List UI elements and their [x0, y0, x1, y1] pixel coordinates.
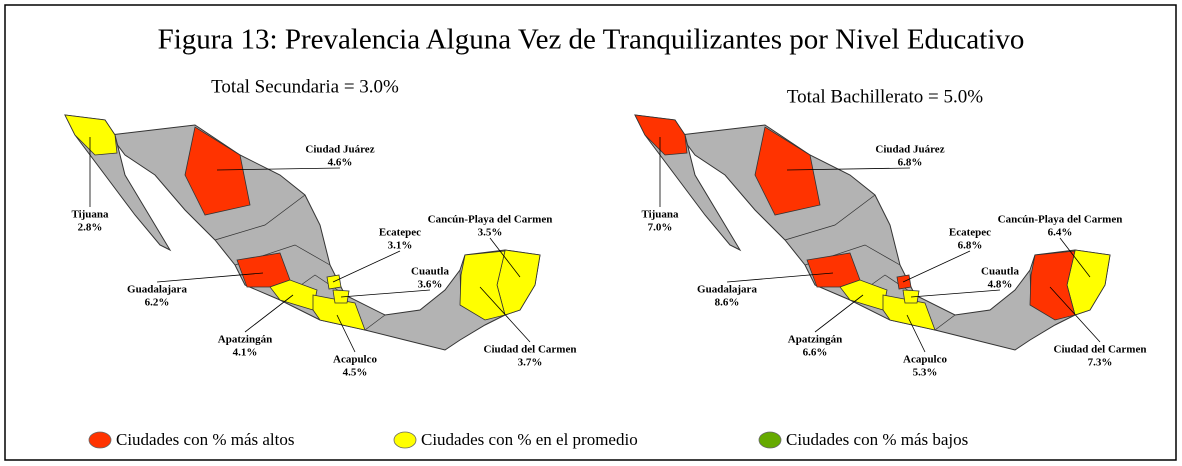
arrow	[489, 237, 521, 278]
city-region	[332, 289, 350, 304]
city-name: Ecatepec	[949, 227, 991, 239]
city-name: Ciudad Juárez	[875, 144, 944, 156]
city-value: 3.1%	[388, 240, 413, 252]
arrow	[902, 250, 971, 283]
legend-swatch	[88, 431, 112, 449]
city-name: Cancún-Playa del Carmen	[428, 214, 553, 226]
city-name: Ciudad Juárez	[305, 144, 374, 156]
city-name: Ciudad del Carmen	[484, 344, 577, 356]
legend-label: Ciudades con % más altos	[116, 430, 294, 449]
arrow	[244, 294, 294, 333]
city-value: 6.6%	[803, 347, 828, 359]
arrow	[340, 289, 431, 298]
city-name: Apatzingán	[218, 334, 272, 346]
arrow	[479, 286, 531, 343]
city-name: Ciudad del Carmen	[1054, 344, 1147, 356]
arrow	[216, 167, 341, 171]
legend-swatch	[758, 431, 782, 449]
city-value: 7.0%	[648, 222, 673, 234]
city-name: Guadalajara	[127, 284, 187, 296]
city-region	[902, 289, 920, 304]
city-value: 6.4%	[1048, 227, 1073, 239]
city-value: 8.6%	[715, 297, 740, 309]
city-value: 4.1%	[233, 347, 258, 359]
city-region	[634, 114, 688, 156]
city-region	[64, 114, 118, 156]
city-name: Tijuana	[641, 209, 679, 221]
city-region	[882, 294, 936, 331]
legend-label: Ciudades con % en el promedio	[421, 430, 638, 449]
legend-label: Ciudades con % más bajos	[786, 430, 968, 449]
city-value: 3.5%	[478, 227, 503, 239]
map-subtitle: Total Secundaria = 3.0%	[211, 76, 399, 97]
frame	[4, 4, 1177, 461]
arrow	[332, 250, 401, 283]
city-region	[754, 126, 821, 216]
city-value: 2.8%	[78, 222, 103, 234]
city-name: Acapulco	[903, 354, 948, 366]
city-value: 7.3%	[1088, 357, 1113, 369]
city-region	[459, 250, 506, 321]
city-region	[896, 274, 912, 290]
city-region	[326, 274, 342, 290]
arrow	[906, 314, 926, 353]
city-name: Tijuana	[71, 209, 109, 221]
city-region	[312, 294, 366, 331]
arrow	[910, 289, 1001, 298]
city-value: 6.2%	[145, 297, 170, 309]
city-name: Apatzingán	[788, 334, 842, 346]
city-region	[1029, 250, 1076, 321]
city-value: 6.8%	[958, 240, 983, 252]
city-value: 4.8%	[988, 279, 1013, 291]
city-value: 3.6%	[418, 279, 443, 291]
city-name: Acapulco	[333, 354, 378, 366]
city-name: Ecatepec	[379, 227, 421, 239]
arrow	[1049, 286, 1101, 343]
city-value: 6.8%	[898, 157, 923, 169]
arrow	[156, 272, 264, 283]
arrow	[726, 272, 834, 283]
city-value: 4.5%	[343, 367, 368, 379]
city-name: Guadalajara	[697, 284, 757, 296]
arrow	[814, 294, 864, 333]
figure-title: Figura 13: Prevalencia Alguna Vez de Tra…	[158, 24, 1025, 56]
arrow	[336, 314, 356, 353]
city-value: 3.7%	[518, 357, 543, 369]
city-name: Cuautla	[981, 266, 1019, 278]
legend-swatch	[393, 431, 417, 449]
city-name: Cuautla	[411, 266, 449, 278]
city-name: Cancún-Playa del Carmen	[998, 214, 1123, 226]
city-value: 4.6%	[328, 157, 353, 169]
city-value: 5.3%	[913, 367, 938, 379]
city-region	[184, 126, 251, 216]
arrow	[786, 167, 911, 171]
map-subtitle: Total Bachillerato = 5.0%	[787, 86, 983, 107]
arrow	[1059, 237, 1091, 278]
